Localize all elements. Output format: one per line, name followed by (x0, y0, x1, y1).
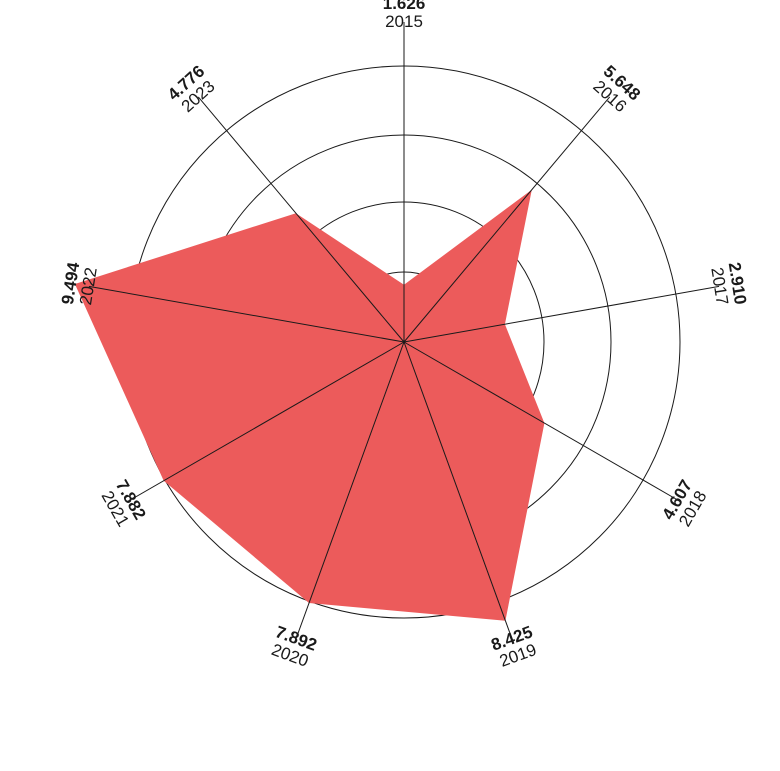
spoke-2016 (403, 96, 611, 343)
spoke-2019 (403, 341, 514, 643)
radar-area-layer (74, 189, 545, 621)
spoke-2020 (294, 341, 405, 643)
spoke-2021 (126, 341, 405, 503)
value-label: 1.626 (383, 0, 426, 13)
category-label: 2015 (385, 12, 423, 31)
spoke-2023 (197, 96, 405, 343)
spoke-2022 (88, 285, 405, 343)
spoke-2018 (403, 341, 682, 503)
radar-area (74, 189, 545, 621)
spoke-2017 (403, 285, 720, 343)
radar-spokes (88, 22, 720, 643)
